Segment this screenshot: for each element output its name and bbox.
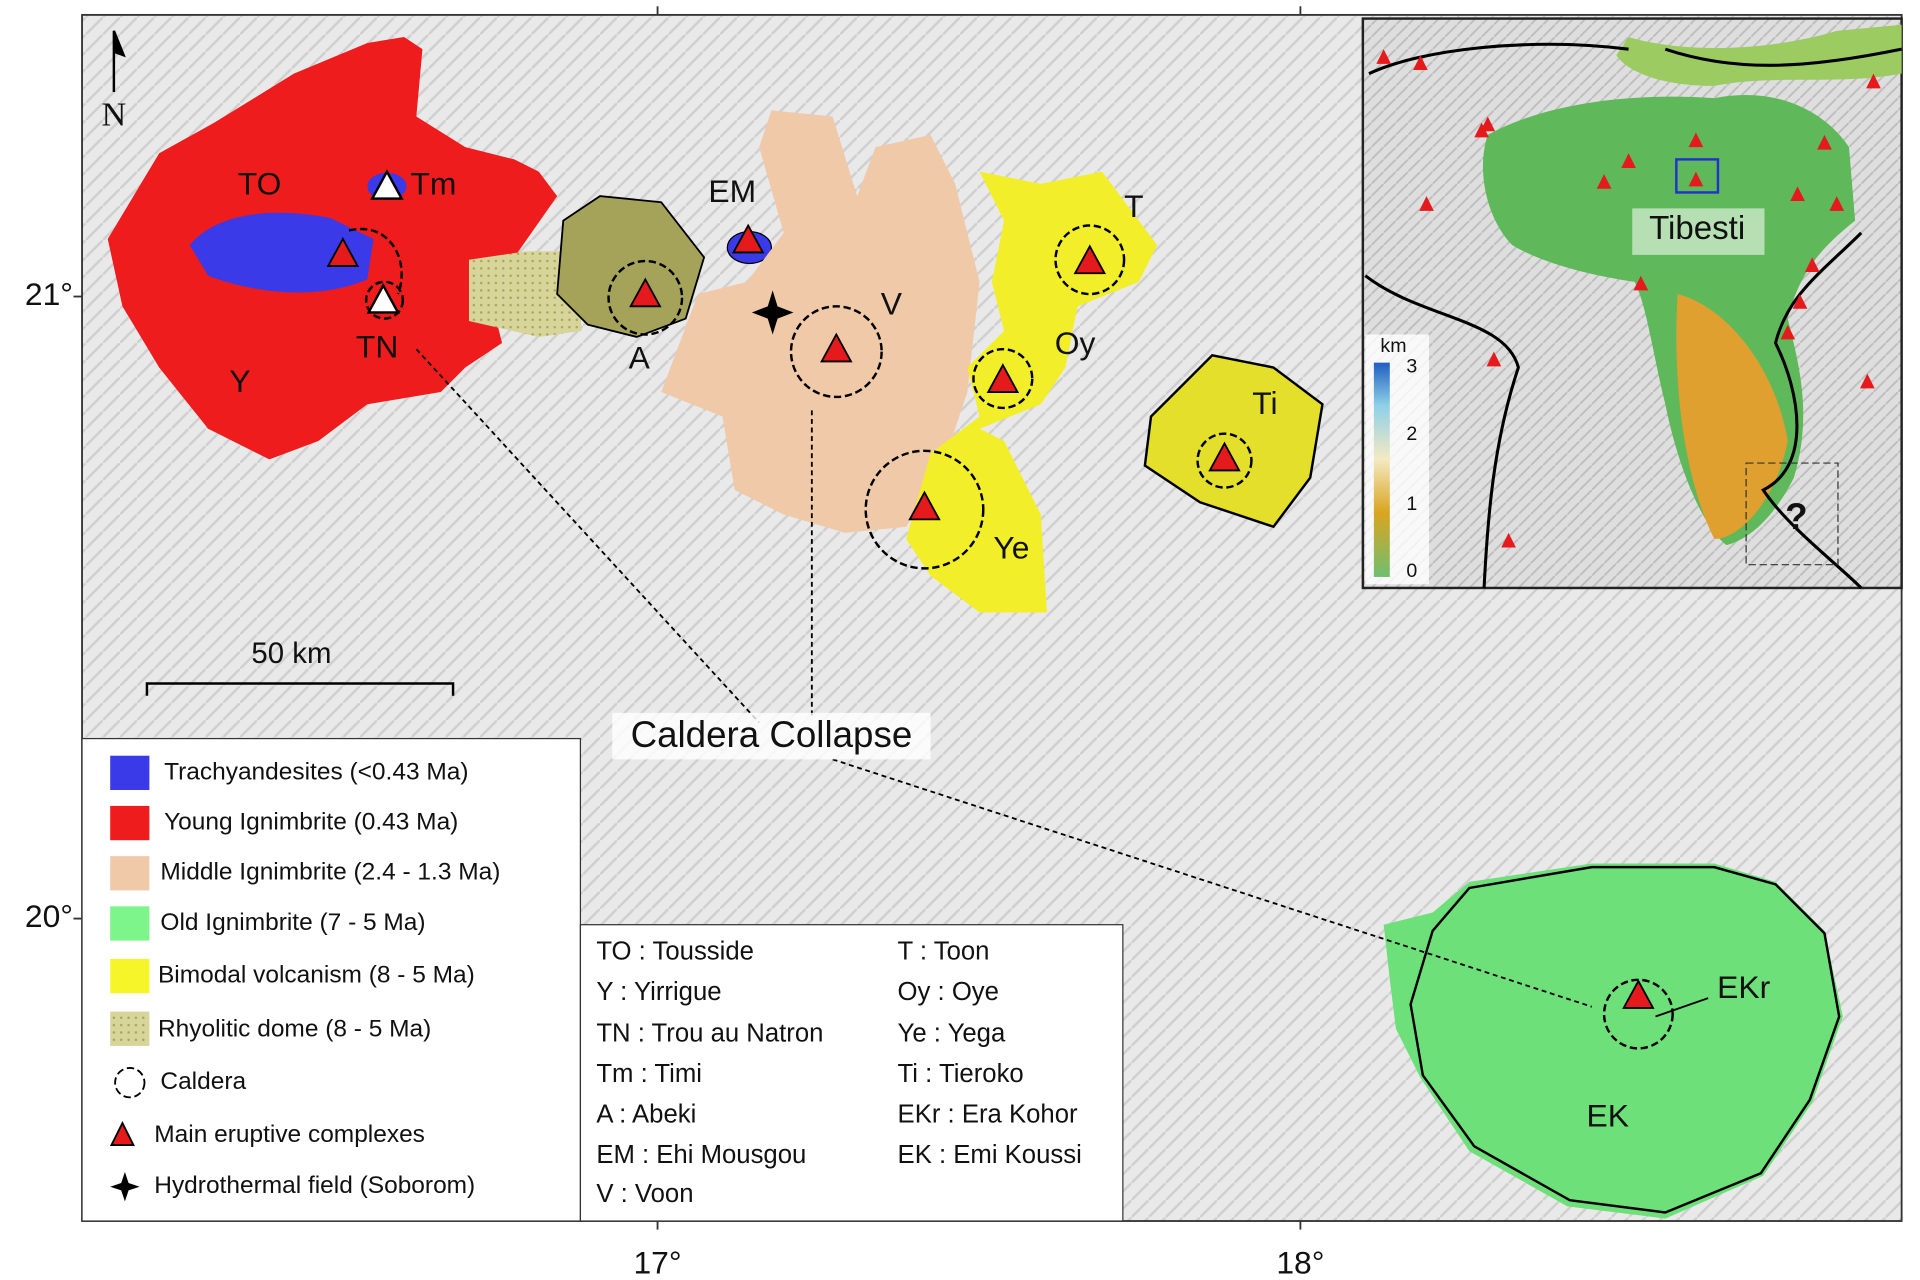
abbreviation: Oy : Oye [898, 978, 999, 1006]
calderas [348, 224, 1674, 1050]
bimodal-volcanism [906, 171, 1158, 613]
abbreviation: EKr : Era Kohor [898, 1101, 1078, 1129]
legend-box [81, 737, 582, 1222]
volcano-label: Oy [1055, 325, 1096, 361]
annotation-box [612, 712, 931, 760]
bimodal-volcanism [1143, 353, 1324, 529]
volcano-label: T [1124, 188, 1143, 224]
inset-label: Tibesti [1649, 210, 1745, 247]
legend-item: Hydrothermal field (Soborom) [154, 1172, 475, 1199]
collapse-arrows [415, 348, 1593, 1008]
volcano-labels: TO Tm TN Y A EM V T Oy Ti Ye EKr EK [229, 166, 1770, 1134]
lat-label: 21° [25, 276, 73, 312]
scale-label: 50 km [251, 637, 331, 670]
scale-bar [145, 682, 455, 696]
abbreviation: Ye : Yega [898, 1020, 1006, 1048]
abbreviation: EK : Emi Koussi [898, 1141, 1082, 1169]
inset-question: ? [1785, 496, 1807, 537]
abbreviation: Ti : Tieroko [898, 1060, 1024, 1088]
leader-line [1655, 997, 1709, 1018]
volcano-label: Ye [993, 529, 1029, 565]
legend-item: Middle Ignimbrite (2.4 - 1.3 Ma) [160, 859, 500, 886]
rhyolitic-dome [556, 195, 706, 338]
abbreviation: Y : Yirrigue [596, 978, 721, 1006]
volcano-label: A [629, 340, 651, 376]
abbreviation: Tm : Timi [596, 1060, 702, 1088]
legend-item: Rhyolitic dome (8 - 5 Ma) [158, 1015, 431, 1042]
volcano-label: Tm [410, 166, 456, 202]
abbreviation: V : Voon [596, 1180, 693, 1208]
legend-item: Young Ignimbrite (0.43 Ma) [164, 809, 458, 836]
inset: Tibesti ? km 0 1 2 3 [1361, 17, 1903, 590]
abbreviation: A : Abeki [596, 1101, 696, 1129]
abbreviation: TN : Trou au Natron [596, 1020, 823, 1048]
colorbar-tick: 2 [1406, 423, 1417, 445]
volcano-label: V [881, 286, 903, 322]
trachyandesite-flow [189, 212, 374, 293]
volcano-label: Ti [1252, 385, 1277, 421]
eruptive-complexes [326, 169, 1655, 1009]
abbreviations: TO : Tousside Y : Yirrigue TN : Trou au Na… [596, 938, 1081, 1208]
legend-item: Main eruptive complexes [154, 1121, 425, 1148]
lon-label: 17° [633, 1245, 681, 1280]
lon-label: 18° [1276, 1245, 1324, 1280]
colorbar-tick: 1 [1406, 493, 1417, 515]
legend: Trachyandesites (<0.43 Ma) Young Ignimbr… [109, 755, 500, 1202]
colorbar-title: km [1380, 335, 1406, 357]
abbreviation: T : Toon [898, 938, 990, 966]
legend-item: Old Ignimbrite (7 - 5 Ma) [160, 909, 425, 936]
volcano-label: EM [708, 173, 756, 209]
rhyolitic-dome [468, 251, 582, 337]
annotation: Caldera Collapse [631, 714, 913, 755]
middle-ignimbrite [661, 110, 980, 533]
old-ignimbrite [1383, 863, 1843, 1219]
abbreviation-box [579, 924, 1124, 1222]
hydrothermal-field [751, 290, 794, 335]
old-ignimbrite-outline [1409, 865, 1841, 1214]
legend-item: Trachyandesites (<0.43 Ma) [164, 758, 468, 785]
legend-item: Bimodal volcanism (8 - 5 Ma) [158, 962, 475, 989]
frame-ticks [73, 6, 1302, 1230]
north-label: N [102, 96, 127, 134]
legend-item: Caldera [160, 1068, 246, 1095]
north-arrow [112, 30, 126, 93]
abbreviation: TO : Tousside [596, 938, 754, 966]
abbreviation: EM : Ehi Mousgou [596, 1141, 806, 1169]
colorbar-tick: 3 [1406, 356, 1417, 378]
volcano-label: TO [238, 166, 282, 202]
colorbar-tick: 0 [1406, 560, 1417, 582]
volcano-label: EKr [1717, 969, 1770, 1005]
volcano-label: Y [229, 363, 250, 399]
volcano-label: TN [356, 329, 398, 365]
volcano-label: EK [1587, 1098, 1629, 1134]
lat-label: 20° [25, 898, 73, 934]
